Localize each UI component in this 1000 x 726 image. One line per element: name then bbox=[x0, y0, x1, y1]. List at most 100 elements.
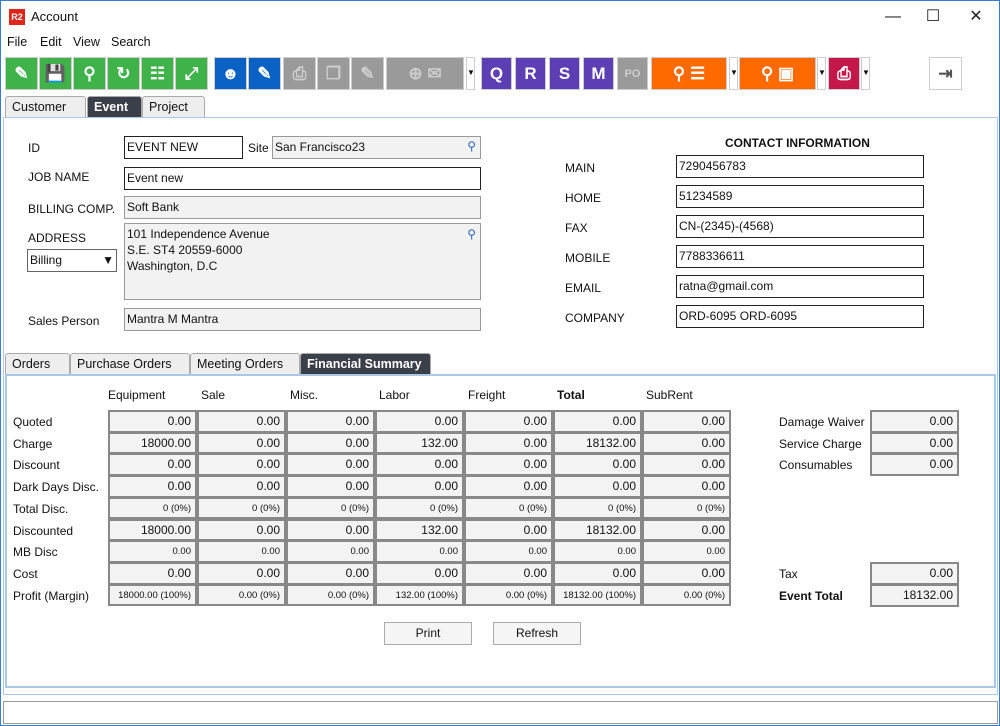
expand-icon[interactable]: ⤢ bbox=[175, 57, 208, 90]
s-doc-button[interactable]: S bbox=[549, 57, 580, 90]
print-button[interactable]: Print bbox=[384, 622, 472, 645]
search-icon[interactable]: ⚲ bbox=[73, 57, 106, 90]
tax-label: Tax bbox=[779, 567, 798, 581]
value-cell: 0.00 bbox=[286, 475, 375, 498]
tax-value: 0.00 bbox=[870, 562, 959, 585]
value-cell: 0.00 bbox=[464, 410, 553, 433]
tab-event[interactable]: Event bbox=[87, 96, 142, 117]
tab-meeting-orders[interactable]: Meeting Orders bbox=[190, 353, 300, 374]
value-cell: 0.00 bbox=[553, 410, 642, 433]
contact-field[interactable]: ORD-6095 ORD-6095 bbox=[676, 305, 924, 328]
tab-orders[interactable]: Orders bbox=[5, 353, 70, 374]
tab-project[interactable]: Project bbox=[142, 96, 205, 117]
value-cell: 0.00 bbox=[286, 561, 375, 585]
m-doc-button[interactable]: M bbox=[583, 57, 614, 90]
value-cell: 18000.00 bbox=[108, 431, 197, 455]
contact-label: HOME bbox=[565, 191, 601, 205]
id-field[interactable]: EVENT NEW bbox=[124, 136, 243, 159]
address-line: Washington, D.C bbox=[127, 259, 218, 273]
value-cell: 0.00 bbox=[464, 540, 553, 563]
value-cell: 0.00 bbox=[375, 540, 464, 563]
value-cell: 0.00 bbox=[375, 453, 464, 477]
row-label: MB Disc bbox=[13, 545, 58, 560]
address-type-value: Billing bbox=[30, 253, 63, 267]
job-name-field[interactable]: Event new bbox=[124, 167, 481, 190]
value-cell: 0.00 (0%) bbox=[197, 583, 286, 607]
contact-field[interactable]: CN-(2345)-(4568) bbox=[676, 215, 924, 238]
column-header: Total bbox=[557, 388, 585, 402]
save-icon[interactable]: 💾 bbox=[39, 57, 72, 90]
r-doc-button[interactable]: R bbox=[515, 57, 546, 90]
value-cell: 0 (0%) bbox=[375, 496, 464, 520]
value-cell: 0.00 bbox=[464, 475, 553, 498]
dropdown-arrow-icon[interactable]: ▼ bbox=[466, 57, 475, 90]
extra-label: Consumables bbox=[779, 458, 853, 473]
search-box-icon[interactable]: ⚲ ▣ bbox=[739, 57, 816, 90]
value-cell: 0.00 bbox=[375, 410, 464, 433]
contact-field[interactable]: 51234589 bbox=[676, 185, 924, 208]
extra-label: Damage Waiver bbox=[779, 415, 865, 429]
value-cell: 0.00 bbox=[642, 518, 731, 542]
close-icon[interactable]: ✕ bbox=[969, 8, 983, 25]
extra-value: 0.00 bbox=[870, 410, 959, 433]
menu-edit[interactable]: Edit bbox=[40, 35, 62, 49]
value-cell: 0.00 bbox=[642, 561, 731, 585]
quote-doc-button[interactable]: Q bbox=[481, 57, 512, 90]
value-cell: 0.00 bbox=[375, 475, 464, 498]
contact-field[interactable]: 7788336611 bbox=[676, 245, 924, 268]
search-icon[interactable]: ⚲ bbox=[467, 227, 476, 241]
menu-file[interactable]: File bbox=[7, 35, 28, 49]
billing-comp-field[interactable]: Soft Bank bbox=[124, 196, 481, 219]
ticket-icon[interactable]: ✎ bbox=[248, 57, 281, 90]
address-type-select[interactable]: Billing ▼ bbox=[27, 249, 117, 272]
clear-brush-icon[interactable]: ✎ bbox=[5, 57, 38, 90]
value-cell: 0.00 (0%) bbox=[642, 583, 731, 607]
value-cell: 0 (0%) bbox=[553, 496, 642, 520]
tab-customer[interactable]: Customer bbox=[5, 96, 86, 117]
address-field[interactable]: 101 Independence Avenue S.E. ST4 20559-6… bbox=[124, 223, 481, 300]
sales-person-field[interactable]: Mantra M Mantra bbox=[124, 308, 481, 331]
user-icon[interactable]: ☻ bbox=[214, 57, 247, 90]
value-cell: 0.00 bbox=[286, 518, 375, 542]
value-cell: 0.00 bbox=[197, 561, 286, 585]
value-cell: 0.00 bbox=[286, 410, 375, 433]
menu-view[interactable]: View bbox=[73, 35, 100, 49]
contact-title: CONTACT INFORMATION bbox=[725, 136, 870, 150]
site-field[interactable]: San Francisco23 ⚲ bbox=[272, 136, 481, 159]
hierarchy-icon[interactable]: ☷ bbox=[141, 57, 174, 90]
value-cell: 132.00 bbox=[375, 431, 464, 455]
exit-icon[interactable]: ⇥ bbox=[929, 57, 962, 90]
contact-field[interactable]: ratna@gmail.com bbox=[676, 275, 924, 298]
dropdown-arrow-icon[interactable]: ▼ bbox=[817, 57, 826, 90]
search-icon[interactable]: ⚲ bbox=[467, 139, 476, 153]
value-cell: 0.00 bbox=[108, 475, 197, 498]
contact-field[interactable]: 7290456783 bbox=[676, 155, 924, 178]
tab-financial-summary[interactable]: Financial Summary bbox=[300, 353, 431, 374]
financial-panel bbox=[5, 374, 996, 688]
row-label: Cost bbox=[13, 566, 38, 581]
value-cell: 18000.00 (100%) bbox=[108, 583, 197, 607]
value-cell: 0.00 (0%) bbox=[464, 583, 553, 607]
value-cell: 0 (0%) bbox=[197, 496, 286, 520]
print-icon[interactable]: ⎙ bbox=[828, 57, 860, 90]
maximize-icon[interactable]: ☐ bbox=[925, 8, 941, 25]
value-cell: 0.00 bbox=[197, 540, 286, 563]
dropdown-arrow-icon[interactable]: ▼ bbox=[861, 57, 870, 90]
column-header: Equipment bbox=[108, 388, 166, 402]
search-layers-icon[interactable]: ⚲ ☰ bbox=[651, 57, 727, 90]
value-cell: 0.00 bbox=[642, 410, 731, 433]
tab-purchase-orders[interactable]: Purchase Orders bbox=[70, 353, 190, 374]
refresh-icon[interactable]: ↻ bbox=[107, 57, 140, 90]
value-cell: 0.00 bbox=[642, 453, 731, 477]
row-label: Dark Days Disc. bbox=[13, 480, 100, 495]
sales-person-label: Sales Person bbox=[28, 314, 100, 328]
dropdown-arrow-icon[interactable]: ▼ bbox=[729, 57, 738, 90]
extra-label: Service Charge bbox=[779, 436, 862, 451]
refresh-button[interactable]: Refresh bbox=[493, 622, 581, 645]
row-label: Charge bbox=[13, 436, 53, 451]
menu-search[interactable]: Search bbox=[111, 35, 151, 49]
value-cell: 18132.00 bbox=[553, 431, 642, 455]
site-value: San Francisco23 bbox=[275, 140, 366, 154]
minimize-icon[interactable]: — bbox=[885, 8, 901, 25]
value-cell: 0.00 bbox=[553, 561, 642, 585]
